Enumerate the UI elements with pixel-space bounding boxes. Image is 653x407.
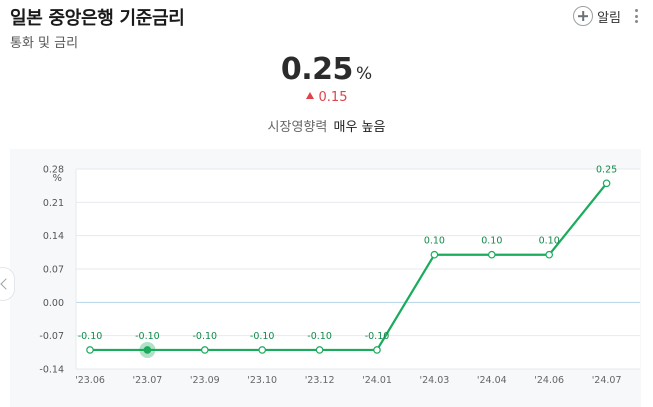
collapse-handle[interactable]	[0, 267, 15, 301]
line-chart: %0.28 0.21 0.14 0.07 0.00 -0.07 -0.14 '23.06 '23…	[39, 164, 640, 386]
data-label: 0.25	[596, 164, 617, 175]
alarm-button[interactable]: 알림	[573, 5, 621, 27]
y-tick-label: 0.28	[43, 165, 64, 176]
market-impact-label: 시장영향력	[267, 120, 328, 135]
page-title: 일본 중앙은행 기준금리	[10, 8, 185, 29]
data-point	[373, 346, 381, 354]
data-point	[487, 250, 496, 259]
y-tick-label: -0.14	[39, 365, 64, 376]
data-point	[143, 346, 152, 354]
x-tick-label: '23.10	[247, 375, 277, 386]
data-label: -0.10	[250, 331, 275, 342]
more-menu-button[interactable]	[631, 7, 641, 25]
rate-display: 0.25%	[0, 52, 653, 87]
data-point	[430, 250, 439, 259]
data-point	[315, 346, 324, 354]
alarm-label: 알림	[597, 10, 621, 26]
header: 일본 중앙은행 기준금리 통화 및 금리 알림	[10, 4, 643, 51]
data-point	[86, 346, 94, 354]
up-triangle-icon	[305, 92, 314, 99]
rate-change-value: 0.15	[318, 90, 348, 105]
y-tick-label: 0.00	[43, 298, 64, 309]
x-tick-label: '24.01	[362, 375, 392, 386]
category-subtitle[interactable]: 통화 및 금리	[10, 36, 79, 51]
data-label: -0.10	[193, 331, 218, 342]
data-label: -0.10	[365, 331, 390, 342]
data-label: 0.10	[424, 236, 445, 247]
rate-history-chart: % 0.28 0.21 0.14 0.07 0.00 -0.07 -0.14 '23.06 '23…	[10, 149, 641, 407]
y-unit-label: %	[52, 173, 62, 184]
data-point	[201, 346, 209, 354]
y-tick-label: 0.14	[43, 231, 64, 242]
data-point	[545, 250, 554, 259]
x-tick-label: '23.09	[190, 375, 220, 386]
data-point	[602, 179, 611, 188]
rate-unit: %	[355, 64, 373, 84]
rate-change: 0.15	[0, 90, 653, 105]
x-tick-label: '24.03	[419, 375, 449, 386]
data-label: 0.10	[481, 236, 502, 247]
y-tick-label: -0.07	[39, 331, 64, 342]
data-label: -0.10	[78, 331, 103, 342]
data-point	[258, 346, 267, 354]
x-tick-label: '23.12	[305, 375, 335, 386]
rate-value: 0.25	[280, 52, 354, 87]
data-label: -0.10	[135, 331, 160, 342]
x-tick-label: '24.06	[534, 375, 564, 386]
x-tick-label: '24.07	[592, 375, 622, 386]
series-line	[90, 182, 608, 352]
more-vertical-icon	[634, 9, 638, 12]
x-tick-label: '23.07	[132, 375, 162, 386]
data-label: -0.10	[307, 331, 332, 342]
market-impact: 시장영향력 매우 높음	[0, 116, 653, 135]
y-tick-label: 0.21	[43, 198, 64, 209]
y-tick-label: 0.07	[43, 265, 64, 276]
x-tick-label: '24.04	[477, 375, 507, 386]
plus-circle-icon	[573, 6, 594, 26]
data-label: 0.10	[539, 236, 560, 247]
x-tick-label: '23.06	[75, 375, 105, 386]
market-impact-level: 매우 높음	[333, 120, 386, 135]
